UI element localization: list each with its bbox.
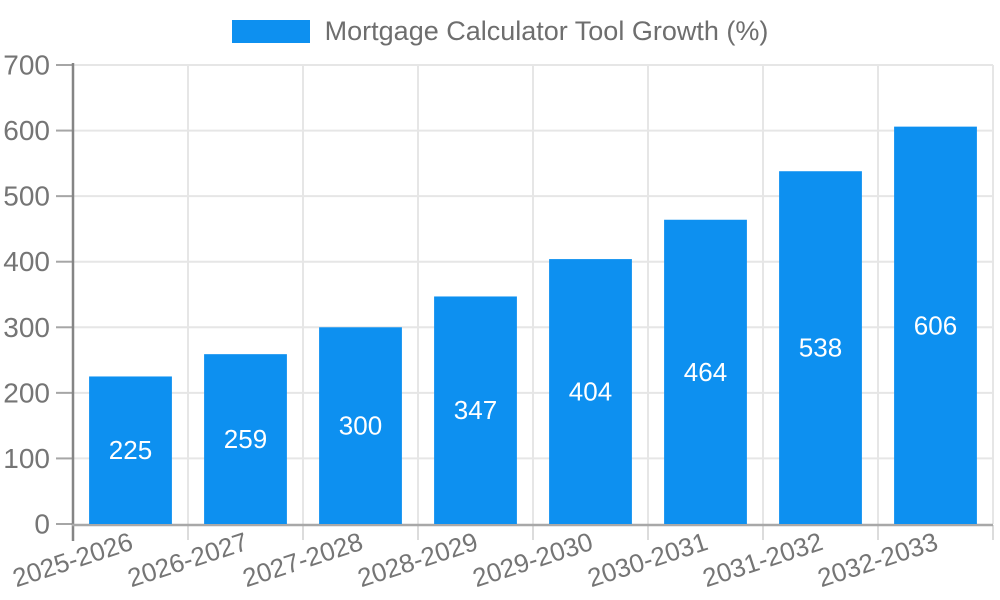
bar-value-label: 259 — [224, 424, 267, 454]
bar — [779, 171, 862, 524]
bar — [894, 126, 977, 524]
bar — [434, 296, 517, 524]
y-axis-label: 600 — [3, 115, 50, 146]
bar — [549, 259, 632, 524]
legend[interactable]: Mortgage Calculator Tool Growth (%) — [0, 16, 1000, 47]
legend-swatch-icon — [231, 20, 310, 44]
y-axis-label: 500 — [3, 181, 50, 212]
bar-value-label: 225 — [109, 435, 152, 465]
bar-value-label: 538 — [799, 333, 842, 363]
bar-value-label: 606 — [914, 310, 957, 340]
legend-label: Mortgage Calculator Tool Growth (%) — [324, 16, 769, 46]
bar — [664, 219, 747, 524]
y-axis-label: 0 — [34, 509, 50, 540]
bar — [89, 376, 172, 524]
y-axis-label: 400 — [3, 246, 50, 277]
bar-value-label: 347 — [454, 395, 497, 425]
y-axis-label: 300 — [3, 312, 50, 343]
y-axis-label: 100 — [3, 443, 50, 474]
bar-value-label: 464 — [684, 357, 727, 387]
bar — [319, 327, 402, 524]
bar-value-label: 300 — [339, 411, 382, 441]
bar-value-label: 404 — [569, 377, 612, 407]
bar — [204, 354, 287, 524]
y-axis-label: 200 — [3, 377, 50, 408]
y-axis-label: 700 — [3, 50, 50, 81]
